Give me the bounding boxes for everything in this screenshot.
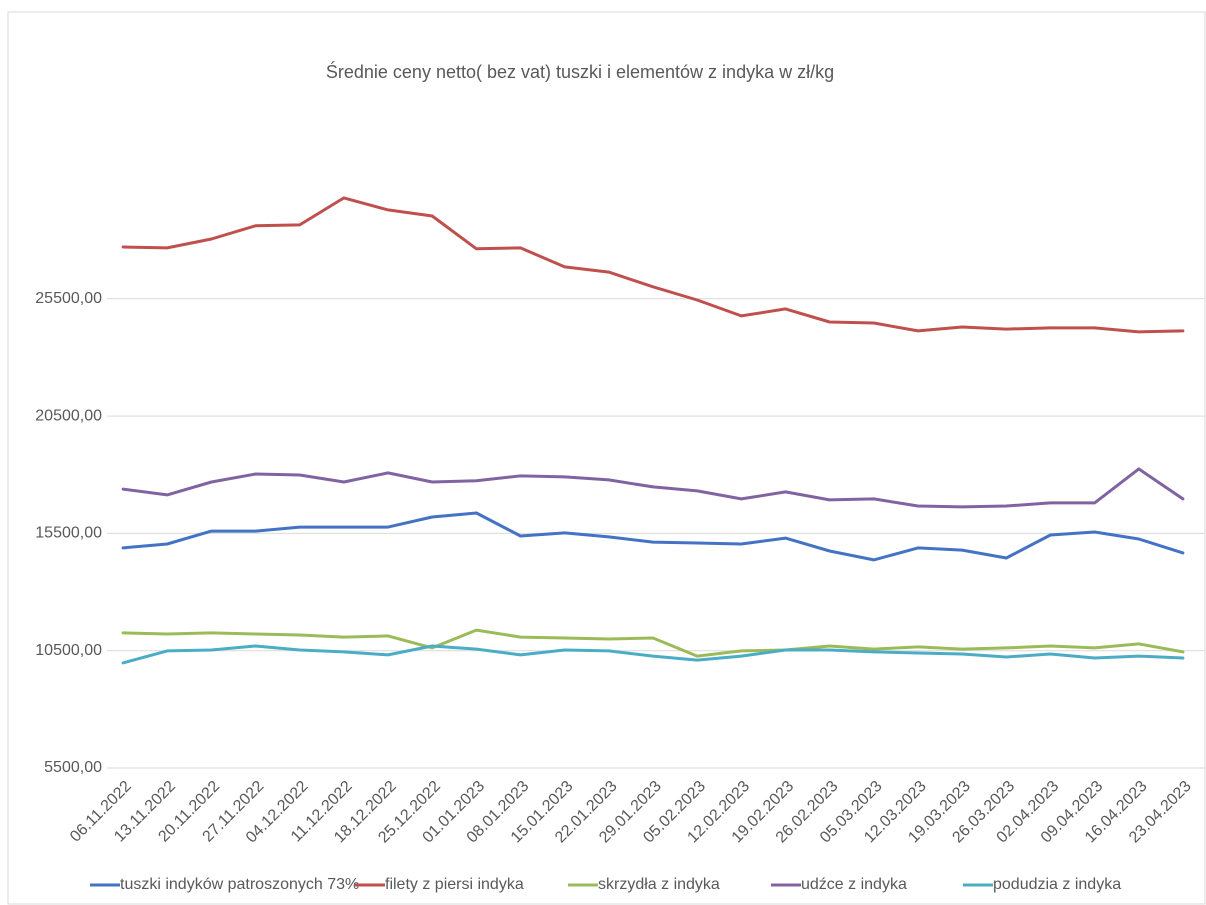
legend-label: udźce z indyka	[801, 876, 907, 893]
chart-title: Średnie ceny netto( bez vat) tuszki i el…	[326, 61, 834, 82]
y-tick-label: 25500,00	[35, 290, 102, 307]
series-line	[121, 196, 1185, 334]
legend-label: tuszki indyków patroszonych 73%	[120, 876, 359, 893]
y-tick-label: 5500,00	[44, 759, 102, 776]
legend-label: filety z piersi indyka	[385, 876, 524, 893]
y-tick-label: 15500,00	[35, 525, 102, 542]
legend-label: skrzydła z indyka	[598, 876, 720, 893]
series-line	[121, 628, 1185, 658]
legend-label: podudzia z indyka	[993, 876, 1121, 893]
series-line	[121, 511, 1185, 562]
series-line	[121, 467, 1185, 509]
y-tick-label: 10500,00	[35, 642, 102, 659]
series-line	[121, 644, 1185, 665]
chart-border	[7, 11, 1206, 905]
y-tick-label: 20500,00	[35, 407, 102, 424]
